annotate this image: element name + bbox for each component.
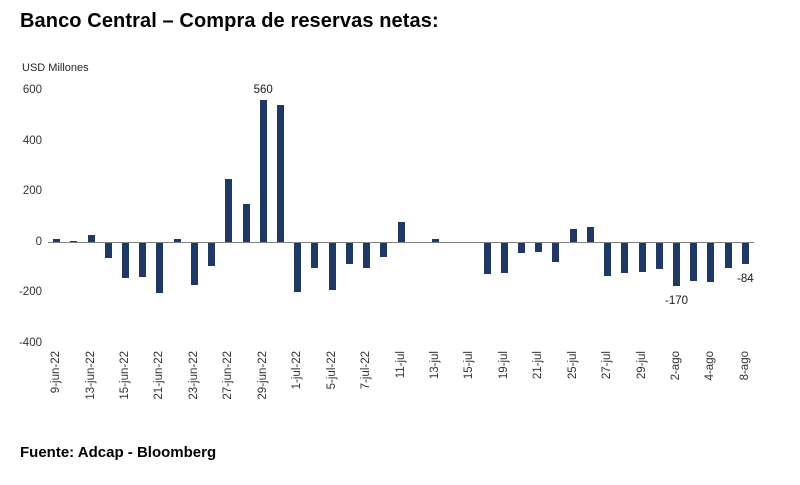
bar (294, 242, 302, 293)
y-tick-label: -400 (18, 337, 42, 349)
bar (225, 178, 233, 242)
chart-title: Banco Central – Compra de reservas netas… (20, 10, 439, 32)
bar (345, 242, 353, 265)
x-tick-label: 13-jun-22 (84, 351, 97, 400)
bar (431, 238, 439, 242)
x-tick-label: 7-jul-22 (360, 351, 373, 390)
bar (638, 242, 646, 272)
bar (621, 242, 629, 274)
bar (673, 242, 680, 286)
bar (53, 239, 61, 242)
bar (586, 226, 594, 242)
bar (173, 238, 181, 242)
x-tick-label: 21-jul (532, 351, 545, 380)
y-tick-label: 0 (35, 235, 42, 248)
bar (690, 242, 698, 281)
y-tick-label: 600 (22, 84, 42, 96)
bar (190, 242, 198, 285)
bar (208, 242, 216, 266)
x-tick-label: 15-jul (463, 351, 476, 380)
x-tick-label: 25-jul (566, 351, 579, 380)
x-tick-label: 19-jul (497, 351, 510, 380)
x-tick-label: 2-ago (670, 351, 682, 381)
bar (724, 242, 732, 269)
bar (87, 235, 95, 242)
x-tick-label: 9-jun-22 (50, 351, 63, 394)
bar (259, 100, 267, 242)
bar (363, 242, 371, 269)
x-tick-label: 11-jul (394, 351, 407, 379)
bar (535, 242, 543, 252)
x-tick-label: 5-jul-22 (325, 351, 338, 390)
bar-chart-plot-area: 600 400 200 0 -200 -400 9-jun-22 13-jun-22 15-ju… (19, 84, 754, 400)
bar (569, 229, 577, 242)
x-tick-label: 29-jul (635, 351, 648, 380)
x-tick-label: 27-jul (601, 351, 614, 380)
bar (380, 242, 388, 257)
x-tick-label: 4-ago (704, 351, 717, 381)
x-tick-label: 15-jun-22 (118, 351, 131, 400)
bar (707, 242, 715, 282)
bar (242, 203, 250, 242)
x-tick-label: 1-jul-22 (291, 351, 304, 390)
x-tick-label: 27-jun-22 (222, 351, 235, 400)
bar (104, 242, 112, 258)
bar-value-label: -84 (737, 273, 754, 286)
x-tick-label: 8-ago (738, 351, 751, 381)
zero-axis-line (48, 241, 754, 243)
source-note: Fuente: Adcap - Bloomberg (20, 444, 217, 461)
bar-value-label: 560 (253, 84, 273, 97)
y-tick-label: 400 (22, 134, 42, 147)
bar (655, 242, 663, 270)
bar-value-label: -170 (664, 294, 689, 307)
bar (500, 242, 508, 274)
y-tick-label: -200 (18, 286, 42, 299)
bar (552, 242, 560, 262)
x-tick-label: 13-jul (428, 351, 441, 380)
bar (276, 105, 284, 242)
bar (397, 221, 405, 242)
bar (311, 242, 319, 269)
x-tick-label: 21-jun-22 (153, 351, 166, 400)
y-axis-unit-label: USD Millones (22, 62, 89, 74)
bar (328, 242, 336, 290)
bar (483, 242, 491, 275)
y-tick-label: 200 (22, 185, 42, 198)
bar (70, 240, 78, 242)
bar (121, 242, 129, 279)
bar (741, 242, 749, 265)
bar (139, 242, 147, 277)
x-tick-label: 29-jun-22 (256, 351, 269, 400)
bar (518, 242, 526, 253)
x-tick-label: 23-jun-22 (187, 351, 200, 400)
bar (156, 242, 164, 294)
bar (604, 242, 612, 276)
